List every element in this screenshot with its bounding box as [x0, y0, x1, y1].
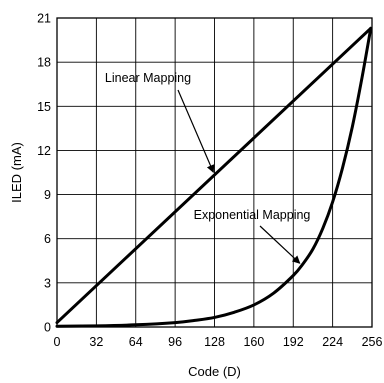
x-axis-title: Code (D): [188, 364, 241, 379]
x-tick-label: 224: [322, 335, 343, 349]
tick-labels: 0 32 64 96 128 160 192 224 256 0 3 6 9 12 15 18 21: [37, 12, 382, 350]
x-tick-label: 256: [362, 335, 383, 349]
y-tick-label: 12: [37, 144, 51, 158]
y-tick-label: 3: [44, 276, 51, 290]
x-tick-label: 160: [243, 335, 264, 349]
y-tick-label: 0: [44, 321, 51, 335]
x-tick-label: 64: [129, 335, 143, 349]
series-layer: [55, 26, 373, 328]
plot-frame: [56, 17, 373, 328]
y-tick-label: 21: [37, 12, 51, 26]
y-axis-title: ILED (mA): [9, 142, 24, 203]
x-tick-label: 128: [204, 335, 225, 349]
x-tick-label: 96: [168, 335, 182, 349]
annotation-exponential-mapping: Exponential Mapping: [194, 208, 311, 222]
annotation-arrow: [177, 89, 215, 174]
series-line-exponential: [55, 26, 373, 328]
y-tick-label: 15: [37, 100, 51, 114]
annotation-linear-mapping: Linear Mapping: [105, 71, 191, 85]
series-line-linear: [55, 26, 373, 325]
x-tick-label: 0: [54, 335, 61, 349]
x-tick-label: 192: [283, 335, 304, 349]
x-tick-label: 32: [89, 335, 103, 349]
annotation-arrow: [259, 225, 301, 264]
y-tick-label: 9: [44, 188, 51, 202]
y-tick-label: 18: [37, 56, 51, 70]
grid: [56, 17, 373, 328]
annotations: Linear Mapping Exponential Mapping: [105, 71, 311, 264]
y-tick-label: 6: [44, 232, 51, 246]
